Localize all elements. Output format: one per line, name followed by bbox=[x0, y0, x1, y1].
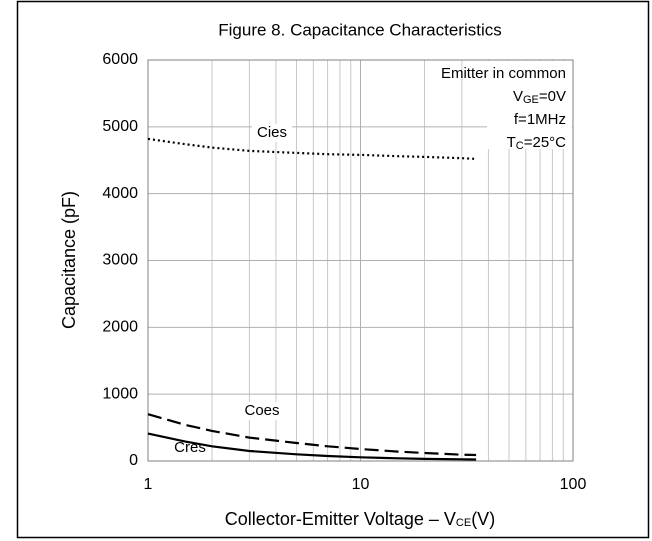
annotation-line-part: =0V bbox=[539, 88, 566, 105]
x-tick-label: 10 bbox=[352, 476, 370, 493]
plot-border bbox=[147, 59, 574, 462]
series-label: Cies bbox=[257, 124, 287, 141]
y-axis-label: Capacitance (pF) bbox=[59, 191, 79, 329]
annotation-line: TC=25°C bbox=[507, 134, 567, 152]
y-tick-label: 6000 bbox=[102, 51, 138, 68]
annotation-box bbox=[487, 61, 572, 149]
y-tick-label: 0 bbox=[129, 452, 138, 469]
series-label-bg bbox=[252, 124, 292, 142]
annotation-line-part: =25°C bbox=[524, 134, 566, 151]
annotation-line-part: T bbox=[507, 134, 516, 151]
y-tick-label: 5000 bbox=[102, 118, 138, 135]
annotation-line-sub: GE bbox=[523, 94, 539, 106]
x-axis-label: Collector-Emitter Voltage – VCE(V) bbox=[225, 509, 495, 529]
series-label: Cres bbox=[174, 439, 206, 456]
annotation-line-part: V bbox=[513, 88, 523, 105]
annotation-line-sub: C bbox=[516, 140, 524, 152]
chart-title: Figure 8. Capacitance Characteristics bbox=[218, 20, 501, 39]
series-line bbox=[147, 137, 477, 160]
annotation-line-part: f=1MHz bbox=[514, 111, 566, 128]
series-label-bg bbox=[242, 402, 282, 420]
annotation-line-part: Emitter in common bbox=[441, 65, 566, 82]
annotation-line: Emitter in common bbox=[441, 65, 566, 82]
annotation-line: f=1MHz bbox=[514, 111, 566, 128]
y-tick-label: 3000 bbox=[102, 252, 138, 269]
x-tick-label: 1 bbox=[144, 476, 153, 493]
y-tick-label: 1000 bbox=[102, 385, 138, 402]
x-tick-label: 100 bbox=[560, 476, 587, 493]
series-label: Coes bbox=[244, 402, 279, 419]
annotation-line: VGE=0V bbox=[513, 88, 566, 106]
x-axis-label-part: Collector-Emitter Voltage – V bbox=[225, 509, 456, 529]
series-line bbox=[147, 413, 477, 457]
x-axis-label-sub: CE bbox=[456, 517, 471, 529]
series-line bbox=[147, 432, 477, 461]
y-tick-label: 2000 bbox=[102, 319, 138, 336]
y-tick-label: 4000 bbox=[102, 185, 138, 202]
x-axis-label-part: (V) bbox=[471, 509, 495, 529]
